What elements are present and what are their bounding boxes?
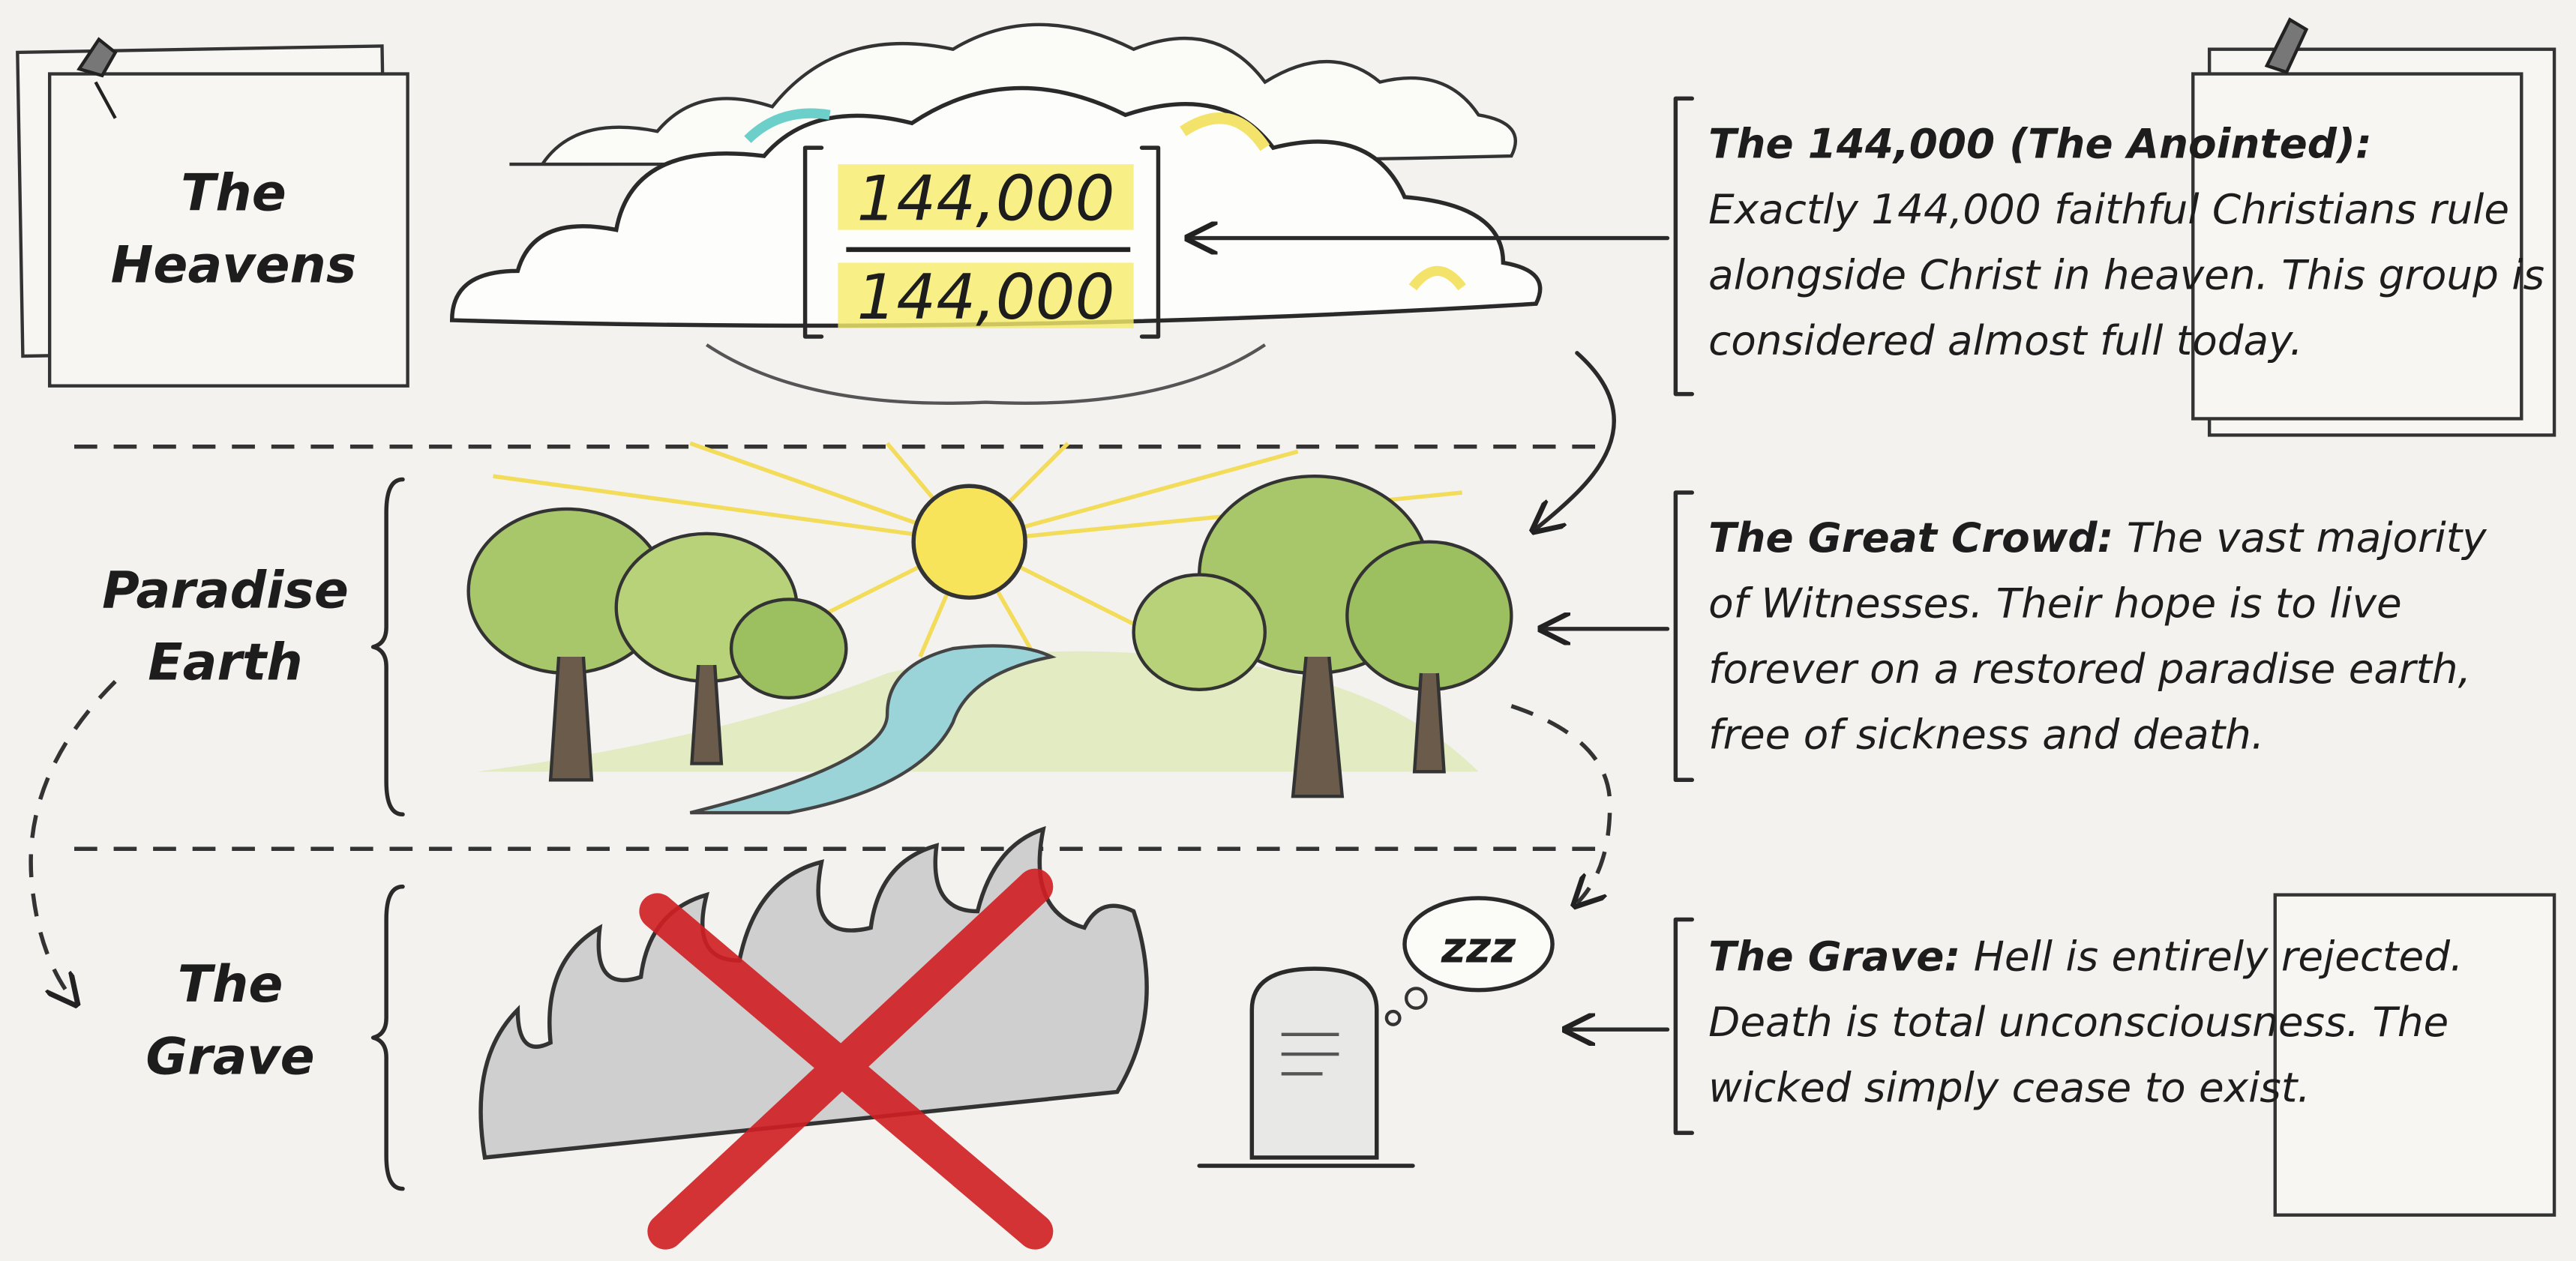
grave-scene-part xyxy=(1252,969,1376,1158)
label-line: Grave xyxy=(145,1027,314,1086)
paradise-scene-part xyxy=(913,486,1025,598)
numerator: 144,000 xyxy=(856,162,1114,235)
note-heading: The Great Crowd: xyxy=(1708,514,2113,562)
trees-right-part xyxy=(1347,542,1511,690)
note-text: The 144,000 (The Anointed): Exactly 144,0… xyxy=(1708,112,2546,374)
note-text: The Grave: Hell is entirely rejected. De… xyxy=(1708,924,2513,1122)
label-line: Heavens xyxy=(111,236,357,295)
heavens-note-part xyxy=(49,74,407,386)
label-line: Earth xyxy=(148,633,302,693)
note-text: The Great Crowd: The vast majority of Wi… xyxy=(1708,506,2530,768)
note-heading: The 144,000 (The Anointed): xyxy=(1708,120,2372,168)
trees-right-part xyxy=(1134,575,1265,690)
trees-left-part xyxy=(731,599,846,697)
note: The Great Crowd: The vast majority of Wi… xyxy=(1708,506,2530,801)
heavens-note: The Heavens xyxy=(17,40,407,386)
label-line: The xyxy=(178,955,283,1014)
note-body: Exactly 144,000 faithful Christians rule… xyxy=(1708,185,2545,364)
note-heading: The Grave: xyxy=(1708,933,1960,981)
note: The 144,000 (The Anointed): Exactly 144,0… xyxy=(1708,112,2546,407)
denominator: 144,000 xyxy=(856,261,1114,334)
thought-bubble: zzz xyxy=(1441,923,1516,972)
label-line: Paradise xyxy=(102,561,349,620)
diagram: The Heavens 144,000 144,000 xyxy=(0,0,2576,1261)
note: The Grave: Hell is entirely rejected. De… xyxy=(1708,924,2513,1155)
label-line: The xyxy=(181,163,286,223)
